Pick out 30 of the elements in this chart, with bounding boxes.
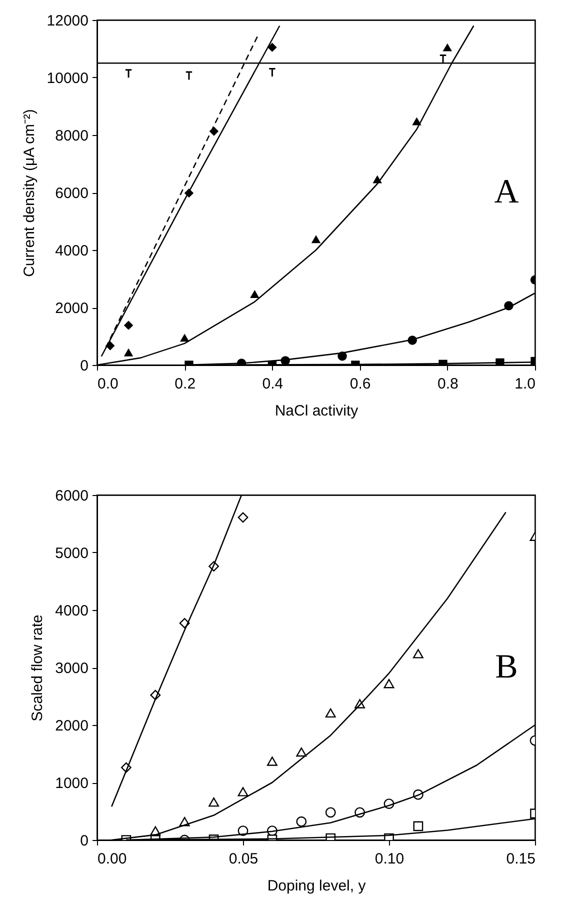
annotation: A: [494, 174, 520, 210]
x-tick-label: 0.10: [374, 850, 404, 868]
y-tick-label: 8000: [55, 128, 88, 144]
x-axis-title: NaCl activity: [274, 402, 359, 420]
y-tick-label: 1000: [55, 775, 88, 792]
x-tick-label: 0.00: [98, 850, 127, 868]
y-axis-title: Scaled flow rate: [29, 614, 46, 722]
y-axis-title: Current density (μA cm⁻²): [20, 109, 38, 277]
x-tick-label: 0.0: [98, 376, 118, 392]
y-tick-label: 2000: [55, 718, 88, 734]
x-tick-label: 0.05: [228, 850, 258, 868]
y-tick-label: 4000: [55, 242, 88, 260]
y-tick-label: 3000: [55, 660, 88, 677]
y-tick-label: 6000: [55, 488, 88, 504]
annotation: B: [495, 648, 518, 686]
x-tick-label: 0.15: [506, 850, 536, 868]
y-tick-label: 12000: [46, 12, 88, 30]
x-tick-label: 0.8: [437, 376, 458, 392]
y-tick-label: 2000: [55, 300, 88, 317]
y-tick-label: 6000: [55, 185, 88, 202]
x-tick-label: 1.0: [514, 376, 536, 392]
y-tick-label: 4000: [55, 602, 88, 620]
x-tick-label: 0.2: [174, 376, 196, 392]
x-tick-label: 0.4: [262, 376, 284, 392]
y-tick-label: 0: [80, 832, 88, 850]
x-tick-label: 0.6: [350, 376, 371, 392]
y-tick-label: 5000: [55, 545, 88, 562]
x-axis-title: Doping level, y: [267, 878, 366, 894]
y-tick-label: 0: [80, 358, 88, 374]
y-tick-label: 10000: [46, 70, 88, 87]
